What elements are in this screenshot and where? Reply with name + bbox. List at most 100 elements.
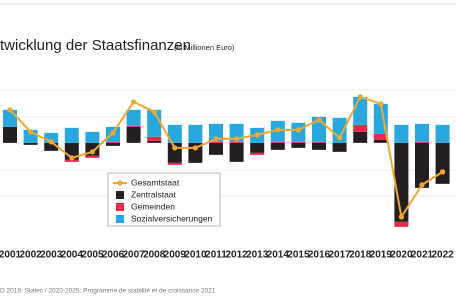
bar <box>167 162 182 165</box>
grid <box>0 89 456 197</box>
bar <box>209 141 223 143</box>
legend-box <box>107 172 221 227</box>
x-tick-label: 2014 <box>267 250 290 261</box>
legend: Gesamtstaat Zentralstaat Gemeinden Sozialve… <box>107 172 221 227</box>
line-point <box>69 155 75 161</box>
bar <box>332 117 347 143</box>
x-tick-label: 2015 <box>287 250 310 261</box>
bar <box>188 124 203 143</box>
x-tick-label: 2016 <box>308 250 331 261</box>
bar <box>373 133 388 140</box>
x-tick-label: 2007 <box>122 250 145 261</box>
line-point <box>131 99 137 105</box>
bar <box>106 141 120 143</box>
bar <box>229 142 244 162</box>
bar <box>64 127 79 143</box>
x-tick-label: 2005 <box>81 250 104 261</box>
legend-marker <box>117 180 123 186</box>
x-tick-label: 2002 <box>19 250 42 261</box>
line-point <box>295 127 301 133</box>
line <box>9 95 444 220</box>
bar <box>3 126 17 143</box>
bar <box>415 141 429 143</box>
x-tick-label: 2020 <box>390 250 413 261</box>
legend-swatch <box>116 191 124 199</box>
bar <box>167 124 182 143</box>
line-point <box>172 145 178 151</box>
bar <box>23 142 38 145</box>
line-point <box>275 127 281 133</box>
bar <box>353 96 368 125</box>
bar <box>44 132 59 143</box>
x-tick-label: 2022 <box>431 250 454 261</box>
bar <box>106 142 120 146</box>
bar <box>229 141 244 143</box>
bar <box>332 142 347 152</box>
bar <box>270 141 285 143</box>
bar <box>435 124 450 143</box>
x-tick-label: 2017 <box>328 250 351 261</box>
line-point <box>398 214 404 220</box>
x-tick-label: 2011 <box>205 250 227 261</box>
chart-subtitle: (in Millionen Euro) <box>174 43 235 52</box>
x-tick-label: 2006 <box>102 250 125 261</box>
bar <box>353 131 368 143</box>
x-tick-label: 2001 <box>0 250 22 261</box>
line-point <box>89 149 95 155</box>
line-point <box>192 145 198 151</box>
bar <box>394 124 409 143</box>
bar <box>353 124 368 132</box>
x-tick-label: 2012 <box>225 250 248 261</box>
line-point <box>234 136 240 142</box>
legend-swatch <box>116 203 124 211</box>
bar <box>312 142 326 150</box>
bar <box>126 109 141 126</box>
bar <box>250 152 265 155</box>
x-tick-label: 2003 <box>40 250 63 261</box>
bar <box>250 142 265 153</box>
x-tick-label: 2013 <box>246 250 269 261</box>
line-point <box>213 136 219 142</box>
legend-label: Sozialversicherungen <box>131 213 213 223</box>
line-point <box>316 117 322 123</box>
bar <box>291 142 306 148</box>
bar <box>415 142 429 188</box>
legend-label: Gesamtstaat <box>131 177 180 187</box>
line-point <box>110 130 116 136</box>
line-point <box>151 109 157 115</box>
bar <box>270 142 285 150</box>
x-tick-label: 2008 <box>143 250 166 261</box>
line-point <box>337 135 343 141</box>
bar <box>209 142 223 155</box>
x-tick-label: 2018 <box>349 250 372 261</box>
bar <box>291 141 306 143</box>
bar <box>435 142 450 184</box>
line-point <box>419 182 425 188</box>
bar <box>373 139 388 143</box>
bar <box>126 126 141 143</box>
line-point <box>48 139 54 145</box>
x-tick-label: 2010 <box>184 250 207 261</box>
x-tick-label: 2004 <box>61 250 84 261</box>
line-point <box>28 129 34 135</box>
bar <box>147 140 162 143</box>
bar <box>85 155 100 158</box>
line-point <box>254 132 260 138</box>
line-point <box>357 94 363 100</box>
bar <box>126 125 141 127</box>
bar <box>147 136 162 141</box>
legend-label: Zentralstaat <box>131 189 177 199</box>
legend-swatch <box>116 215 124 223</box>
bar <box>394 221 409 227</box>
bar <box>44 142 59 151</box>
line-point <box>7 107 13 113</box>
bar <box>312 141 326 143</box>
bar <box>64 159 79 162</box>
line-point <box>378 101 384 107</box>
source-note: D 2019: Statec / 2020-2025: Programme de… <box>0 288 216 295</box>
legend-label: Gemeinden <box>131 201 175 211</box>
line-point <box>440 169 446 175</box>
chart-title: twicklung der Staatsfinanzen <box>0 37 191 54</box>
x-tick-label: 2021 <box>411 250 434 261</box>
